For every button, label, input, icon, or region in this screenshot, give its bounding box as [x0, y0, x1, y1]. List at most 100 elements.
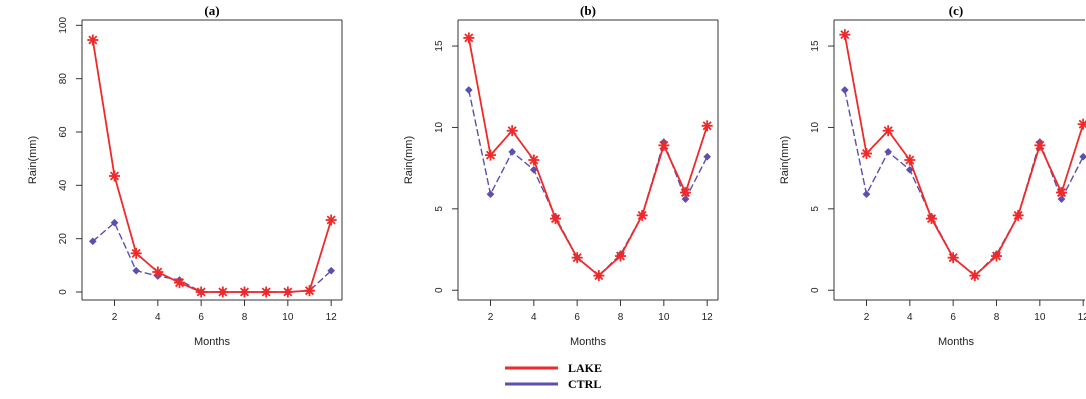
data-point-lake: [969, 270, 981, 282]
data-point-lake: [593, 270, 605, 282]
x-tick-label: 12: [702, 312, 714, 323]
data-point-ctrl: [703, 152, 712, 161]
data-point-lake: [550, 213, 561, 225]
data-point-lake: [304, 285, 315, 297]
x-tick-label: 2: [112, 312, 118, 323]
x-tick-label: 8: [242, 312, 248, 323]
y-axis-label: Rain(mm): [779, 136, 791, 184]
data-point-lake: [485, 149, 496, 161]
data-point-lake: [506, 125, 518, 137]
data-point-lake: [528, 154, 540, 166]
x-tick-label: 10: [658, 312, 670, 323]
x-tick-label: 8: [618, 312, 624, 323]
data-point-ctrl: [110, 218, 119, 227]
series-line-ctrl: [468, 89, 708, 277]
x-tick-label: 10: [1034, 312, 1046, 323]
data-point-ctrl: [464, 86, 473, 94]
x-tick-label: 2: [864, 312, 870, 323]
data-point-lake: [130, 247, 142, 259]
data-point-lake: [325, 214, 337, 226]
data-point-lake: [926, 213, 937, 225]
y-tick-label: 100: [58, 17, 69, 34]
x-tick-label: 4: [531, 312, 537, 323]
y-tick-label: 10: [810, 121, 821, 133]
y-tick-label: 80: [58, 73, 69, 85]
y-tick-label: 15: [810, 40, 821, 52]
y-tick-label: 0: [810, 287, 821, 293]
data-point-lake: [680, 187, 691, 199]
x-axis-label: Months: [570, 336, 607, 348]
panel-title: (b): [580, 3, 596, 18]
data-point-lake: [701, 120, 713, 132]
x-tick-label: 2: [488, 312, 494, 323]
data-point-lake: [615, 250, 626, 262]
data-point-ctrl: [88, 237, 97, 246]
chart-panel-3: (c) 0 5 10 15 2 4 6 8 10 12 Months Rain(mm): [779, 3, 1086, 348]
data-point-lake: [217, 286, 229, 298]
x-tick-label: 10: [282, 312, 294, 323]
data-point-lake: [282, 286, 294, 298]
data-point-lake: [1012, 209, 1024, 221]
y-tick-label: 40: [58, 179, 69, 191]
data-point-lake: [109, 170, 120, 182]
data-point-lake: [636, 209, 648, 221]
series-line-ctrl: [844, 89, 1084, 277]
data-point-lake: [571, 252, 583, 264]
series-line-lake: [843, 34, 1085, 277]
y-tick-label: 5: [810, 206, 821, 212]
data-point-ctrl: [486, 190, 495, 199]
y-tick-label: 0: [434, 287, 445, 293]
panel-title: (c): [949, 3, 963, 18]
data-point-ctrl: [681, 195, 690, 204]
y-tick-label: 10: [434, 121, 445, 133]
y-tick-label: 0: [58, 289, 69, 295]
data-point-lake: [239, 286, 250, 298]
data-point-ctrl: [132, 266, 141, 275]
x-tick-label: 4: [155, 312, 161, 323]
data-point-ctrl: [327, 266, 336, 275]
data-point-lake: [195, 286, 207, 298]
data-point-lake: [947, 252, 959, 264]
x-tick-label: 12: [326, 312, 338, 323]
x-tick-label: 6: [198, 312, 204, 323]
data-point-lake: [882, 125, 894, 137]
data-point-lake: [839, 29, 851, 41]
y-tick-label: 60: [58, 126, 69, 138]
data-point-lake: [87, 34, 99, 46]
chart-panel-1: (a) 0 20 40 60 80 100 2 4 6 8 10 12 Months Rain(mm): [27, 3, 343, 348]
y-tick-label: 15: [434, 40, 445, 52]
data-point-lake: [174, 277, 185, 289]
data-point-lake: [904, 154, 916, 166]
legend-label-ctrl: CTRL: [568, 377, 601, 391]
data-point-lake: [260, 286, 272, 298]
x-tick-label: 4: [907, 312, 913, 323]
data-point-ctrl: [1079, 152, 1086, 161]
panel-title: (a): [204, 3, 219, 18]
legend-label-lake: LAKE: [568, 361, 602, 375]
data-point-lake: [463, 32, 475, 44]
x-axis-label: Months: [938, 336, 975, 348]
x-tick-label: 6: [950, 312, 956, 323]
data-point-lake: [658, 139, 670, 151]
x-tick-label: 8: [994, 312, 1000, 323]
data-point-lake: [991, 250, 1002, 262]
x-tick-label: 6: [574, 312, 580, 323]
data-point-ctrl: [840, 86, 849, 94]
y-axis-label: Rain(mm): [403, 136, 415, 184]
y-tick-label: 5: [434, 206, 445, 212]
legend: LAKE CTRL: [505, 361, 602, 391]
x-tick-label: 12: [1078, 312, 1086, 323]
x-axis-label: Months: [194, 336, 231, 348]
data-point-lake: [1034, 139, 1046, 151]
data-point-lake: [152, 266, 164, 278]
data-point-lake: [1056, 187, 1067, 199]
series-line-lake: [467, 37, 709, 277]
data-point-ctrl: [508, 147, 517, 156]
data-point-lake: [861, 147, 872, 159]
data-point-ctrl: [862, 190, 871, 199]
chart-panel-2: (b) 0 5 10 15 2 4 6 8 10 12 Months Rain(mm): [403, 3, 719, 348]
series-line-ctrl: [92, 221, 332, 293]
y-axis-label: Rain(mm): [27, 136, 39, 184]
